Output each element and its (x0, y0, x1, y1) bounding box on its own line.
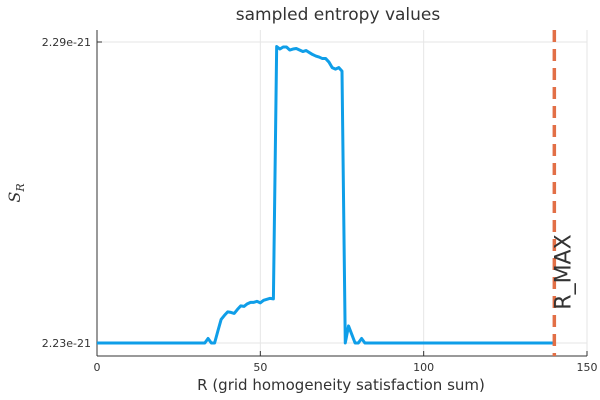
annotation-rmax: R_MAX (551, 234, 576, 309)
x-tick-label-0: 0 (94, 361, 101, 374)
y-axis-label-main: S (5, 192, 24, 203)
ticks: 0 50 100 150 2.23e-21 2.29e-21 (42, 36, 598, 374)
series (96, 30, 557, 356)
chart-title: sampled entropy values (236, 5, 441, 25)
y-tick-label-1: 2.29e-21 (42, 36, 91, 49)
axes (96, 30, 587, 357)
x-tick-label-3: 150 (577, 361, 598, 374)
x-axis-label: R (grid homogeneity satisfaction sum) (197, 376, 485, 394)
x-tick-label-2: 100 (413, 361, 434, 374)
y-axis-label-sub: R (14, 183, 27, 192)
y-axis-label: SR (5, 183, 27, 202)
series-line-0 (97, 45, 555, 345)
annotations: R_MAX (551, 234, 576, 309)
y-tick-label-0: 2.23e-21 (42, 337, 91, 350)
x-tick-label-1: 50 (253, 361, 267, 374)
